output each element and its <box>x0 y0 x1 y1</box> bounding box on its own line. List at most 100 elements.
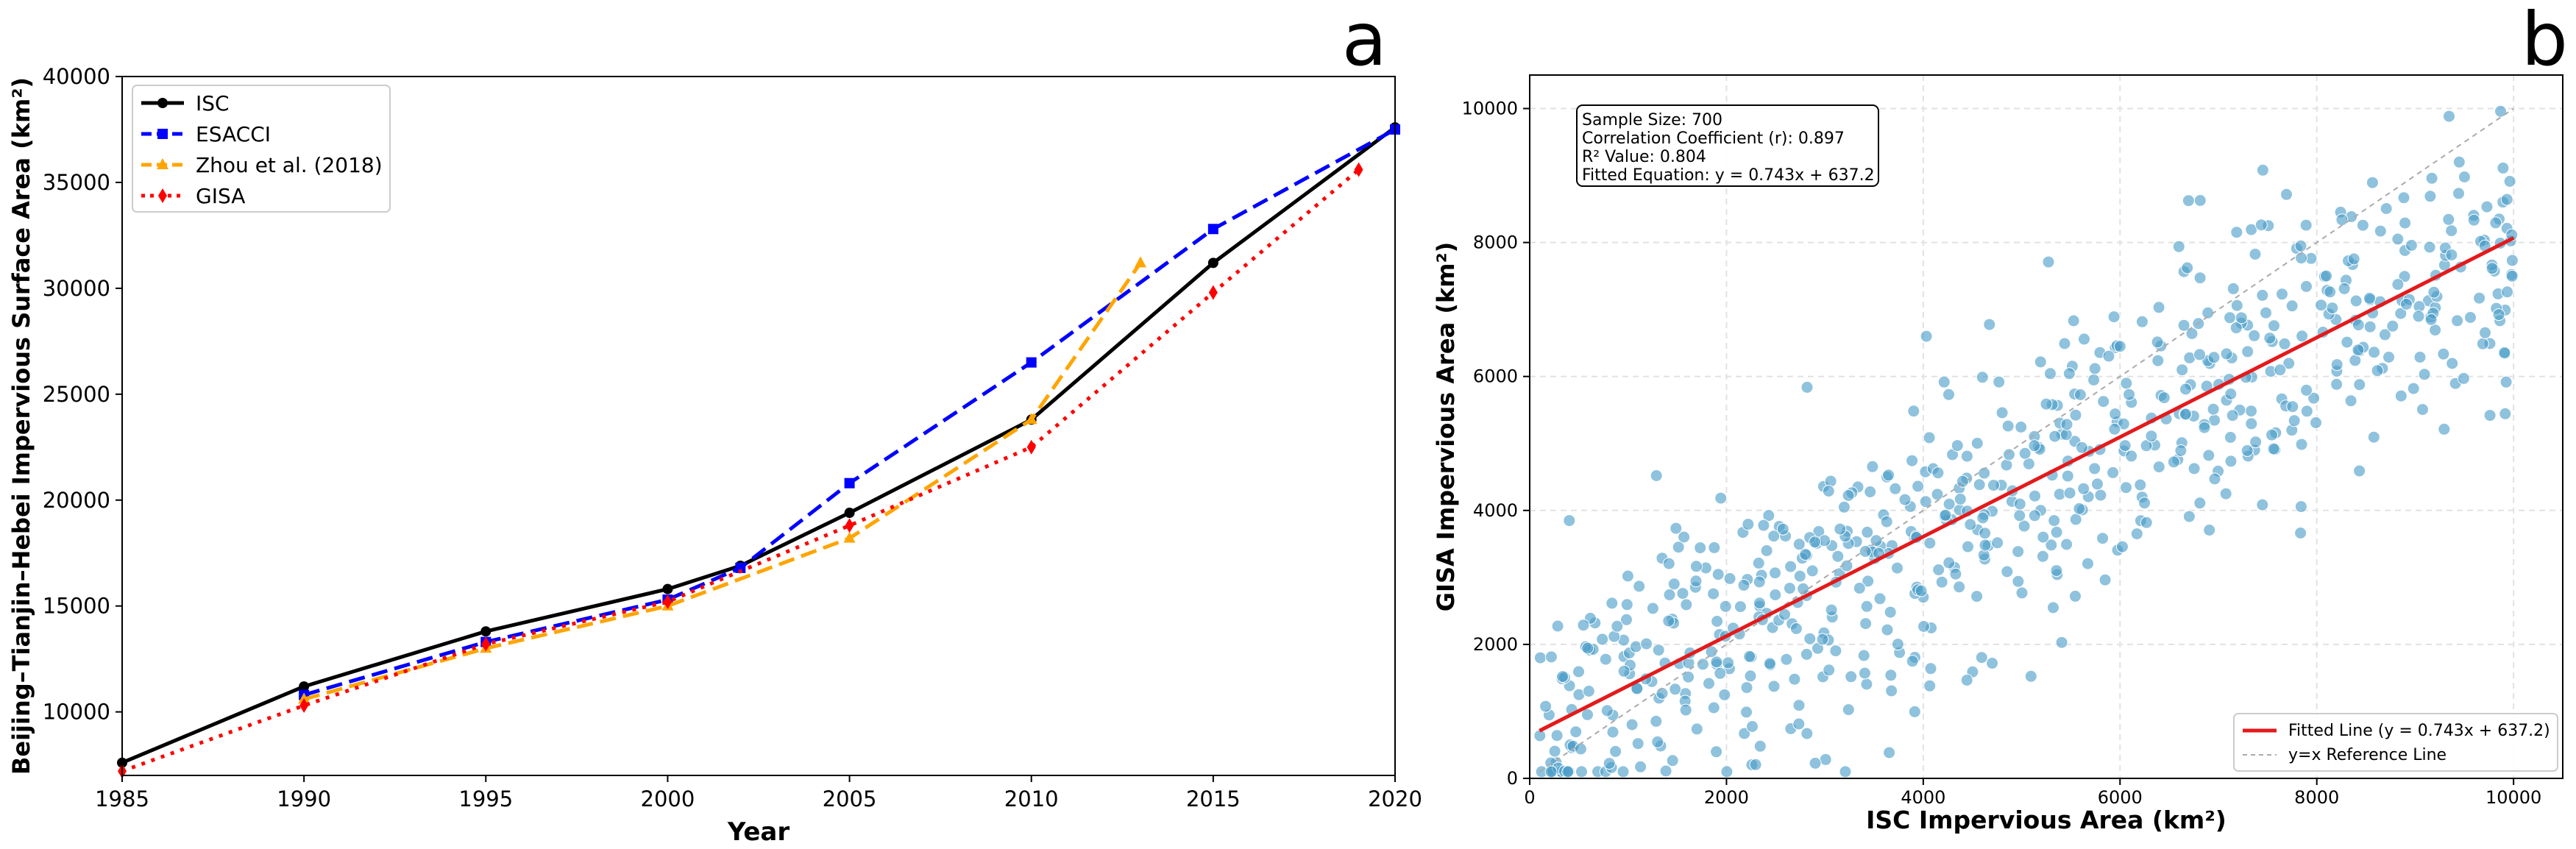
scatter-point <box>1720 765 1734 778</box>
scatter-point <box>1973 478 1986 491</box>
y-tick-label: 40000 <box>43 64 110 89</box>
data-point-2 <box>1135 256 1146 268</box>
scatter-point <box>2207 351 2221 364</box>
scatter-point <box>2000 458 2013 472</box>
y-tick-label: 10000 <box>43 700 110 725</box>
scatter-point <box>1646 602 1659 615</box>
scatter-point <box>2125 450 2138 463</box>
scatter-point <box>2060 418 2073 431</box>
scatter-point <box>1634 760 1647 773</box>
scatter-point <box>2412 310 2425 323</box>
scatter-point <box>2108 422 2121 436</box>
scatter-point <box>2182 510 2196 523</box>
scatter-point <box>2505 254 2519 267</box>
scatter-point <box>1680 598 1693 611</box>
scatter-point <box>1960 450 1973 463</box>
scatter-point <box>2172 240 2185 253</box>
scatter-point <box>2418 368 2431 381</box>
scatter-point <box>1859 617 1873 630</box>
scatter-point <box>1845 670 1858 683</box>
scatter-point <box>2394 389 2408 402</box>
scatter-point <box>2055 636 2068 649</box>
scatter-point <box>1819 753 1832 766</box>
scatter-point <box>2464 311 2477 324</box>
scatter-point <box>2181 261 2194 274</box>
data-point-3 <box>663 594 673 609</box>
scatter-point <box>1898 493 1912 506</box>
scatter-point <box>2240 444 2254 457</box>
scatter-point <box>1987 479 2000 492</box>
scatter-point <box>2076 441 2088 454</box>
scatter-point <box>1891 561 1903 575</box>
scatter-point <box>1603 757 1616 770</box>
scatter-point <box>2367 430 2380 444</box>
data-point-1 <box>1207 224 1218 235</box>
data-point-3 <box>1354 162 1363 177</box>
scatter-point <box>2407 382 2420 395</box>
scatter-point <box>1575 765 1588 778</box>
plot-area <box>117 122 1400 779</box>
data-point-0 <box>844 508 855 519</box>
legend-label: ESACCI <box>196 122 271 146</box>
scatter-point <box>2256 498 2269 511</box>
scatter-point <box>2405 239 2418 252</box>
scatter-point <box>2001 565 2014 578</box>
scatter-point <box>2036 550 2049 563</box>
scatter-point <box>2256 163 2269 177</box>
stats-line: R² Value: 0.804 <box>1582 148 1706 166</box>
legend-fit-label: Fitted Line (y = 0.743x + 637.2) <box>2288 722 2550 740</box>
scatter-point <box>2018 519 2031 533</box>
scatter-point <box>1884 669 1898 682</box>
scatter-point <box>2050 525 2063 539</box>
series-line-0 <box>121 126 1397 765</box>
scatter-point <box>2087 373 2101 386</box>
scatter-point <box>1556 670 1569 683</box>
scatter-point <box>1682 670 1695 683</box>
scatter-point <box>1561 765 1575 778</box>
scatter-point <box>2300 405 2313 418</box>
x-tick-label: 2000 <box>641 786 695 811</box>
series-line-2 <box>303 261 1143 701</box>
scatter-point <box>2452 187 2465 200</box>
scatter-point <box>1762 509 1775 522</box>
scatter-point <box>1842 703 1855 717</box>
scatter-point <box>1767 680 1781 693</box>
scatter-point <box>2326 302 2339 315</box>
scatter-point <box>1596 633 1609 646</box>
data-point-2 <box>1025 413 1037 424</box>
scatter-point <box>2267 442 2280 455</box>
scatter-point <box>1975 651 1988 664</box>
scatter-point <box>1857 649 1870 662</box>
scatter-point <box>2286 400 2299 413</box>
scatter-point <box>1793 569 1806 583</box>
scatter-point <box>1582 685 1595 697</box>
scatter-point <box>1621 569 1634 583</box>
scatter-point <box>2467 213 2480 227</box>
scatter-point <box>1942 497 1956 511</box>
scatter-point <box>1620 598 1633 611</box>
scatter-point <box>2012 575 2025 588</box>
scatter-point <box>2446 357 2459 370</box>
scatter-point <box>1666 754 1679 767</box>
scatter-point <box>2254 219 2268 232</box>
scatter-point <box>1629 640 1642 653</box>
scatter-point <box>1789 622 1803 635</box>
scatter-point <box>2256 288 2269 302</box>
scatter-point <box>2015 421 2028 433</box>
scatter-point <box>2241 345 2254 358</box>
scatter-point <box>2140 516 2153 529</box>
scatter-point <box>1656 687 1669 700</box>
scatter-point <box>2503 175 2516 188</box>
scatter-point <box>2235 311 2248 324</box>
scatter-point <box>1883 746 1896 759</box>
scatter-point <box>2134 478 2147 491</box>
scatter-point <box>1976 511 1990 525</box>
scatter-point <box>2443 110 2455 123</box>
scatter-point <box>2091 477 2104 491</box>
scatter-point <box>2248 329 2261 342</box>
scatter-point <box>1678 530 1691 544</box>
data-point-1 <box>1026 357 1037 368</box>
scatter-point <box>1719 600 1732 613</box>
scatter-point <box>2299 219 2313 232</box>
y-tick-label: 8000 <box>1473 232 1518 253</box>
